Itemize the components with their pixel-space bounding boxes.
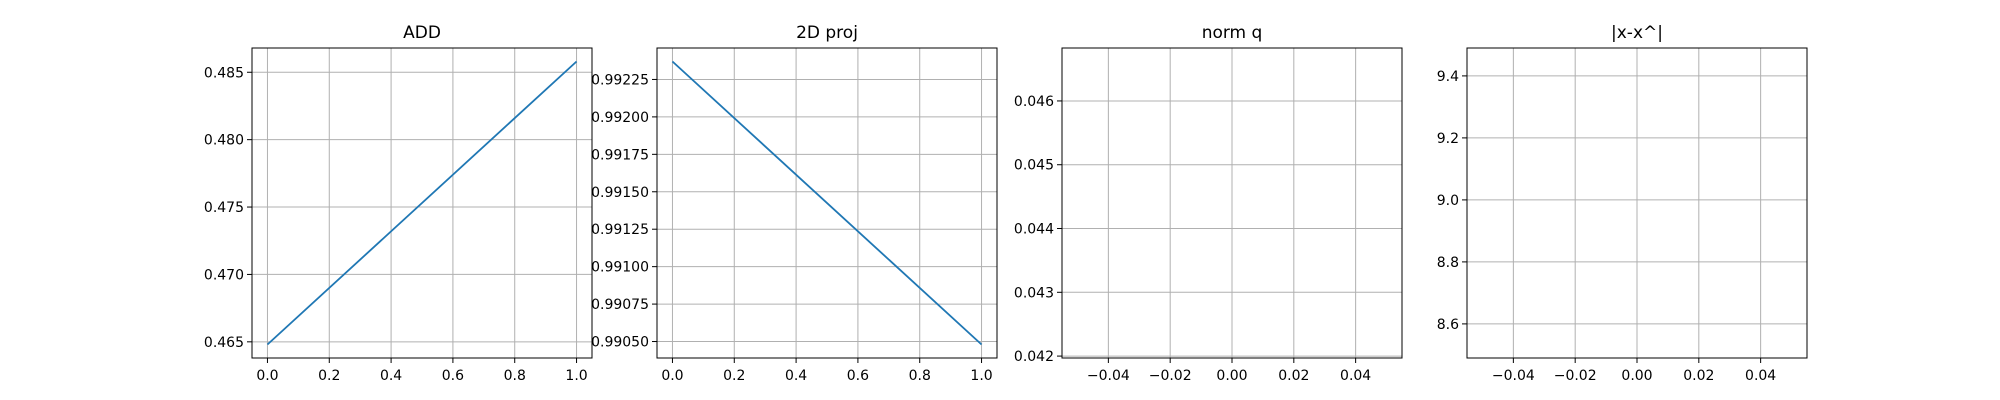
y-tick-label: 0.99075 bbox=[591, 297, 649, 313]
y-tick-label: 0.043 bbox=[1014, 285, 1054, 301]
y-tick-label: 0.470 bbox=[204, 267, 244, 283]
y-tick-label: 0.99100 bbox=[591, 260, 649, 276]
y-tick-label: 0.046 bbox=[1014, 94, 1054, 110]
axes-frame bbox=[251, 47, 593, 359]
x-tick-label: 0.00 bbox=[1216, 368, 1247, 384]
y-tick-label: 0.485 bbox=[204, 65, 244, 81]
x-tick-label: −0.04 bbox=[1492, 368, 1535, 384]
chart-panel-4: −0.04 −0.02 0.00 0.02 0.04 8.6 8.8 9.0 9.2 9.4 |x-… bbox=[1437, 23, 1808, 384]
x-tick-label: 0.8 bbox=[504, 368, 526, 384]
y-tick-label: 0.99150 bbox=[591, 185, 649, 201]
y-tick-label: 0.042 bbox=[1014, 349, 1054, 365]
y-tick-label: 0.99050 bbox=[591, 335, 649, 351]
y-tick-label: 8.8 bbox=[1437, 255, 1459, 271]
chart-panel-2: 0.0 0.2 0.4 0.6 0.8 1.0 0.99050 0.99075 0.99100 0… bbox=[591, 23, 998, 384]
y-tick-label: 9.4 bbox=[1437, 69, 1459, 85]
y-tick-label: 0.045 bbox=[1014, 158, 1054, 174]
x-tick-label: −0.02 bbox=[1554, 368, 1597, 384]
chart-panel-3: −0.04 −0.02 0.00 0.02 0.04 0.042 0.043 0.044 0.0… bbox=[1014, 23, 1403, 384]
x-tick-label: −0.02 bbox=[1149, 368, 1192, 384]
x-tick-label: 0.02 bbox=[1683, 368, 1714, 384]
y-tick-label: 9.2 bbox=[1437, 131, 1459, 147]
x-tick-label: 1.0 bbox=[970, 368, 992, 384]
x-tick-label: 0.0 bbox=[661, 368, 683, 384]
y-tick-label: 0.99125 bbox=[591, 222, 649, 238]
x-tick-label: 1.0 bbox=[565, 368, 587, 384]
y-tick-label: 0.475 bbox=[204, 200, 244, 216]
y-tick-label: 0.480 bbox=[204, 133, 244, 149]
series-line bbox=[671, 60, 983, 346]
y-tick-label: 0.99175 bbox=[591, 147, 649, 163]
chart-title: ADD bbox=[403, 23, 441, 43]
x-tick-label: 0.4 bbox=[380, 368, 402, 384]
x-tick-label: 0.6 bbox=[442, 368, 464, 384]
axes-frame bbox=[656, 47, 998, 359]
chart-title: 2D proj bbox=[796, 23, 858, 43]
x-tick-label: 0.4 bbox=[785, 368, 807, 384]
x-tick-label: 0.0 bbox=[256, 368, 278, 384]
y-tick-label: 0.99200 bbox=[591, 110, 649, 126]
y-tick-label: 9.0 bbox=[1437, 193, 1459, 209]
chart-panel-1: 0.0 0.2 0.4 0.6 0.8 1.0 0.465 0.470 0.475 0.480 0.… bbox=[204, 23, 593, 384]
series-line bbox=[266, 60, 578, 346]
x-tick-label: 0.04 bbox=[1745, 368, 1776, 384]
x-tick-label: 0.8 bbox=[909, 368, 931, 384]
x-tick-label: 0.6 bbox=[847, 368, 869, 384]
y-tick-label: 0.99225 bbox=[591, 72, 649, 88]
x-tick-label: 0.00 bbox=[1621, 368, 1652, 384]
x-tick-label: 0.02 bbox=[1278, 368, 1309, 384]
y-tick-label: 0.465 bbox=[204, 335, 244, 351]
x-tick-label: 0.04 bbox=[1340, 368, 1371, 384]
x-tick-label: 0.2 bbox=[318, 368, 340, 384]
x-tick-label: −0.04 bbox=[1087, 368, 1130, 384]
y-tick-label: 8.6 bbox=[1437, 317, 1459, 333]
chart-title: |x-x^| bbox=[1611, 23, 1663, 43]
y-tick-label: 0.044 bbox=[1014, 222, 1054, 238]
x-tick-label: 0.2 bbox=[723, 368, 745, 384]
chart-title: norm q bbox=[1202, 23, 1263, 43]
